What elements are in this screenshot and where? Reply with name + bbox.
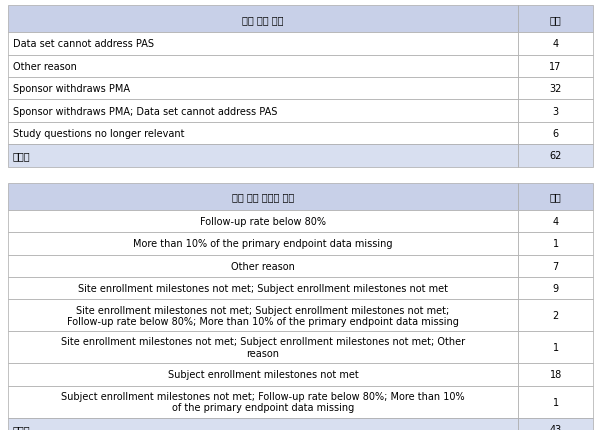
Text: 건수: 건수 (550, 15, 561, 25)
Text: 17: 17 (549, 61, 562, 72)
Text: 4: 4 (552, 216, 559, 227)
Text: 6: 6 (552, 129, 559, 139)
Text: Follow-up rate below 80%: Follow-up rate below 80% (200, 216, 326, 227)
Bar (8, 255, 518, 277)
Bar (518, 6, 593, 33)
Bar (8, 55, 518, 78)
Bar (8, 145, 518, 167)
Text: 연구 종료 사유: 연구 종료 사유 (242, 15, 284, 25)
Bar (8, 123, 518, 145)
Bar (8, 418, 518, 430)
Bar (518, 255, 593, 277)
Bar (518, 78, 593, 100)
Text: Site enrollment milestones not met; Subject enrollment milestones not met: Site enrollment milestones not met; Subj… (78, 283, 448, 294)
Bar (8, 6, 518, 33)
Bar (518, 233, 593, 255)
Text: Subject enrollment milestones not met; Follow-up rate below 80%; More than 10%
o: Subject enrollment milestones not met; F… (61, 391, 465, 412)
Text: Other reason: Other reason (13, 61, 76, 72)
Text: Study questions no longer relevant: Study questions no longer relevant (13, 129, 184, 139)
Bar (8, 184, 518, 210)
Bar (518, 55, 593, 78)
Bar (518, 33, 593, 55)
Text: Sponsor withdraws PMA; Data set cannot address PAS: Sponsor withdraws PMA; Data set cannot a… (13, 106, 277, 117)
Text: Site enrollment milestones not met; Subject enrollment milestones not met; Other: Site enrollment milestones not met; Subj… (61, 337, 465, 358)
Bar (518, 363, 593, 386)
Bar (518, 300, 593, 332)
Text: Subject enrollment milestones not met: Subject enrollment milestones not met (168, 369, 358, 380)
Text: 43: 43 (549, 424, 562, 430)
Bar (8, 363, 518, 386)
Bar (518, 100, 593, 123)
Bar (8, 210, 518, 233)
Text: More than 10% of the primary endpoint data missing: More than 10% of the primary endpoint da… (133, 239, 392, 249)
Text: Data set cannot address PAS: Data set cannot address PAS (13, 39, 154, 49)
Text: 9: 9 (552, 283, 559, 294)
Bar (8, 233, 518, 255)
Text: Site enrollment milestones not met; Subject enrollment milestones not met;
Follo: Site enrollment milestones not met; Subj… (67, 305, 459, 326)
Bar (518, 145, 593, 167)
Text: 1: 1 (552, 342, 559, 353)
Text: 1: 1 (552, 239, 559, 249)
Text: 건수: 건수 (550, 192, 561, 202)
Bar (8, 100, 518, 123)
Bar (518, 277, 593, 300)
Text: 종합계: 종합계 (13, 424, 30, 430)
Bar (8, 332, 518, 363)
Text: Other reason: Other reason (231, 261, 295, 271)
Text: 연구 과정 부적합 사유: 연구 과정 부적합 사유 (232, 192, 294, 202)
Text: 종합계: 종합계 (13, 151, 30, 161)
Bar (8, 33, 518, 55)
Text: Sponsor withdraws PMA: Sponsor withdraws PMA (13, 84, 130, 94)
Bar (518, 184, 593, 210)
Text: 7: 7 (552, 261, 559, 271)
Bar (518, 386, 593, 418)
Bar (8, 78, 518, 100)
Text: 3: 3 (552, 106, 559, 117)
Text: 2: 2 (552, 310, 559, 321)
Text: 32: 32 (549, 84, 562, 94)
Bar (518, 210, 593, 233)
Bar (518, 418, 593, 430)
Bar (8, 277, 518, 300)
Bar (8, 386, 518, 418)
Text: 4: 4 (552, 39, 559, 49)
Text: 18: 18 (549, 369, 562, 380)
Text: 1: 1 (552, 396, 559, 407)
Bar (8, 300, 518, 332)
Text: 62: 62 (549, 151, 562, 161)
Bar (518, 332, 593, 363)
Bar (518, 123, 593, 145)
